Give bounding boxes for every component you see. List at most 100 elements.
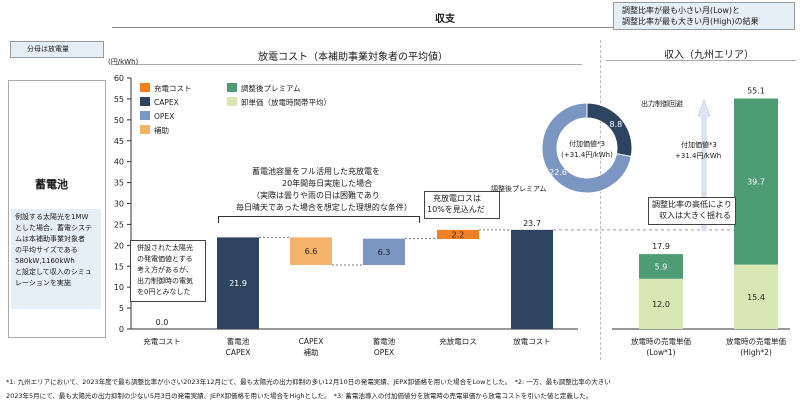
waterfall-category-label-5-0: 放電コスト [513,336,551,346]
legend-label-1: CAPEX [154,98,179,107]
charge-note-line-1: 併設された太陽光 [137,244,193,252]
legend-label-4: 調整後プレミアム [241,83,300,93]
left-title-underline [112,64,582,65]
waterfall-category-label-2-1: 補助 [304,347,319,357]
income-bar-value-1-1: 39.7 [747,178,765,187]
footnote-line-1: *1: 九州エリアにおいて、2023年度で最も調整比率が小さい2023年12月に… [6,378,611,386]
legend-label-3: 補助 [154,125,169,135]
donut-center-line-2: (+31.4円/kWh) [561,151,613,159]
adjusted-premium-label: 調整後プレミアム [491,185,547,193]
assumption-line-1: 例設する太陽光を1MW [15,213,89,221]
denominator-note: 分母は放電量 [27,45,69,53]
income-bar-1-segment-0 [734,264,778,329]
y-tick-label-11: 55 [114,95,124,104]
waterfall-bar-4 [437,229,479,240]
donut-slice-0 [586,102,633,158]
added-value-line-2: +31.4円/kWh [675,152,722,160]
charge-note-line-2: の発電価値とする [137,255,193,263]
y-tick-label-8: 40 [114,158,124,167]
loss-line-1: 充放電ロスは [433,194,481,203]
y-tick-label-3: 15 [114,262,124,271]
assumption-line-4: の平均サイズである [15,246,78,254]
waterfall-category-label-0-0: 充電コスト [143,336,181,346]
loss-annotation-box: 充放電ロスは 10%を見込んだ [424,191,500,219]
waterfall-bar-5 [511,229,553,329]
assumption-box: 例設する太陽光を1MW とした場合、蓄電システ ムは本補助事業対象者 の平均サイ… [11,209,101,309]
legend-label-5: 卸単価（放電時間帯平均） [241,97,331,107]
battery-label: 蓄電池 [35,178,68,191]
result-box-line-1: 調整比率が最も小さい月(Low)と [622,6,740,15]
fluctuation-line-1: 調整比率の高低により [652,200,732,209]
waterfall-category-label-3-1: OPEX [374,348,394,357]
y-tick-label-2: 10 [114,283,124,292]
income-category-label-1-0: 放電時の売電単価 [726,336,786,346]
full-use-line-4: 毎日晴天であった場合を想定した理想的な条件） [236,203,412,212]
y-tick-label-12: 60 [114,74,124,83]
y-tick-label-9: 45 [114,137,124,146]
legend-swatch-2 [140,111,150,120]
waterfall-category-label-2-0: CAPEX [299,337,324,346]
y-tick-label-0: 0 [119,325,124,334]
income-expense-header: 収支 [435,14,455,25]
y-tick-label-10: 50 [114,116,124,125]
y-tick-label-4: 20 [114,241,124,250]
waterfall-value-label-4: 2.2 [452,230,465,239]
assumption-line-5: 580kW,1160kWh [15,257,75,265]
legend-swatch-1 [140,97,150,106]
assumption-line-6: と設定して収入のシミュ [15,268,92,276]
assumption-line-7: レーションを実施 [15,279,71,287]
income-bar-value-1-0: 15.4 [747,293,765,302]
legend-swatch-5 [227,97,237,106]
waterfall-category-label-3-0: 蓄電池 [373,336,396,346]
waterfall-value-label-2: 6.6 [305,247,318,256]
denominator-note-box: 分母は放電量 [10,41,104,58]
right-header-divider-line [606,60,796,61]
full-use-line-1: 蓄電池容量をフル活用した充放電を [252,167,380,176]
waterfall-category-label-4-0: 充放電ロス [439,336,477,346]
footnote-line-2: 2023年5月にて、最も太陽光の出力抑制の少ない5月3日の発電実績、JEPX卸価… [6,392,593,400]
right-panel-title: 収入（九州エリア） [664,50,754,61]
waterfall-category-label-1-1: CAPEX [226,348,251,357]
income-category-label-1-1: (High*2) [740,348,772,357]
charge-cost-note-box: 併設された太陽光 の発電価値とする 考え方があるが、 出力制御時の電気 を0円と… [130,240,206,302]
section-divider [600,40,601,360]
waterfall-value-label-1: 21.9 [229,279,247,288]
income-bar-value-0-1: 5.9 [655,262,668,271]
result-box-line-2: 調整比率が最も大きい月(High)の結果 [622,17,759,26]
full-use-line-3: （実際は曇りや雨の日は困難であり [252,191,380,200]
income-bar-0-segment-0 [639,278,683,329]
added-value-line-1: 付加価値*3 [681,141,717,149]
full-use-annotation: 蓄電池容量をフル活用した充放電を 20年間毎日実施した場合 （実際は曇りや雨の日… [236,165,420,215]
legend-swatch-3 [140,125,150,134]
left-panel-title: 放電コスト（本補助事業対象者の平均値） [258,52,448,63]
charge-note-line-3: 考え方があるが、 [137,266,193,274]
y-tick-label-1: 5 [119,304,124,313]
income-bar-total-1: 55.1 [747,86,765,95]
donut-value-label-1: 22.6 [549,168,567,177]
waterfall-bar-2 [290,237,332,265]
income-bar-value-0-0: 12.0 [652,300,670,309]
income-bar-total-0: 17.9 [652,242,670,251]
fluctuation-note-box: 調整比率の高低により 収入は大きく揺れる [648,197,736,225]
waterfall-bar-3 [363,238,405,265]
income-bar-1-segment-1 [734,98,778,265]
legend-swatch-0 [140,83,150,92]
y-tick-label-5: 25 [114,220,124,229]
donut-value-label-0: 8.8 [610,120,623,129]
waterfall-value-label-0: 0.0 [156,318,169,327]
fluctuation-line-2: 収入は大きく揺れる [659,211,731,220]
header-divider-line [112,27,642,28]
waterfall-bar-1 [217,237,259,329]
charge-note-line-5: を0円とみなした [137,288,191,296]
full-use-brace [218,216,420,223]
y-tick-label-7: 35 [114,179,124,188]
income-category-label-0-1: (Low*1) [646,348,675,357]
income-category-label-0-0: 放電時の売電単価 [631,336,691,346]
output-control-label: 出力制御回避 [641,100,683,108]
donut-slice-1 [541,102,632,194]
donut-center-line-1: 付加価値*3 [569,139,605,148]
waterfall-value-label-3: 6.3 [378,248,391,257]
charge-note-line-4: 出力制御時の電気 [137,277,193,285]
added-value-arrow [697,99,711,231]
